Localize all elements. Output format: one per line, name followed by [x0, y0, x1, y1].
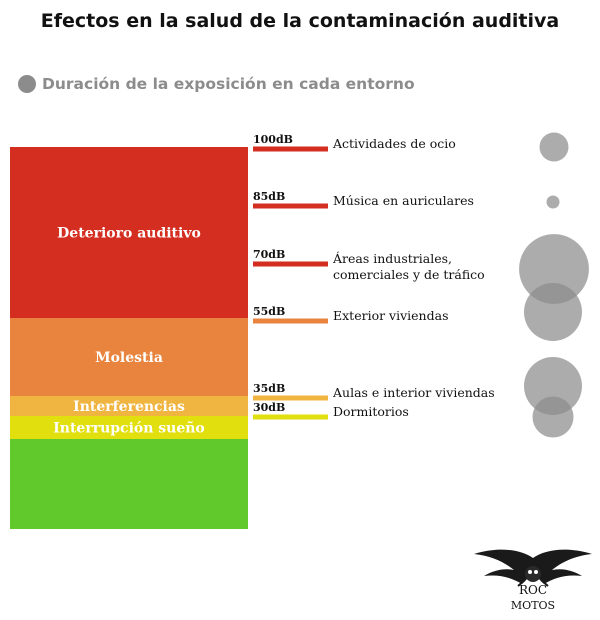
- band-label-0: Deterioro auditivo: [57, 226, 201, 242]
- duration-bubble-4: [524, 357, 582, 415]
- duration-bubble-5: [532, 396, 574, 438]
- band-3: [10, 416, 248, 439]
- level-label-0: 100dB: [253, 133, 293, 146]
- level-marker-3: [253, 318, 328, 324]
- level-label-5: 30dB: [253, 401, 285, 414]
- legend-bubble-icon: [18, 75, 36, 93]
- band-label-2: Interferencias: [73, 399, 185, 415]
- logo-text-roc: ROC: [519, 583, 547, 597]
- level-marker-2: [253, 261, 328, 267]
- band-0: [10, 147, 248, 318]
- duration-bubble-3: [524, 283, 582, 341]
- level-marker-1: [253, 203, 328, 209]
- band-4: [10, 439, 248, 529]
- level-label-1: 85dB: [253, 190, 285, 203]
- chart-title: Efectos en la salud de la contaminación …: [40, 10, 560, 32]
- band-label-1: Molestia: [95, 350, 163, 366]
- logo-text-motos: MOTOS: [511, 599, 555, 612]
- band-2: [10, 396, 248, 416]
- duration-bubble-1: [546, 195, 560, 209]
- environment-label-1: Música en auriculares: [333, 193, 474, 208]
- band-label-3: Interrupción sueño: [53, 420, 205, 437]
- level-label-2: 70dB: [253, 248, 285, 261]
- duration-bubble-0: [539, 132, 569, 162]
- environment-label-0: Actividades de ocio: [332, 136, 456, 151]
- environment-label-3: Exterior viviendas: [333, 308, 448, 323]
- legend-label: Duración de la exposición en cada entorn…: [42, 75, 415, 93]
- eagle-logo-icon: ROC MOTOS: [474, 549, 592, 612]
- roc-motos-logo: ROC MOTOS: [470, 540, 596, 614]
- band-1: [10, 318, 248, 396]
- legend: Duración de la exposición en cada entorn…: [18, 72, 415, 96]
- level-label-3: 55dB: [253, 305, 285, 318]
- level-marker-4: [253, 395, 328, 401]
- level-label-4: 35dB: [253, 382, 285, 395]
- level-marker-5: [253, 414, 328, 420]
- duration-bubble-2: [519, 234, 589, 304]
- environment-label-5: Dormitorios: [333, 404, 409, 419]
- environment-label-2: Áreas industriales, comerciales y de tráf…: [332, 251, 485, 282]
- level-marker-0: [253, 146, 328, 152]
- environment-label-4: Aulas e interior viviendas: [332, 385, 495, 400]
